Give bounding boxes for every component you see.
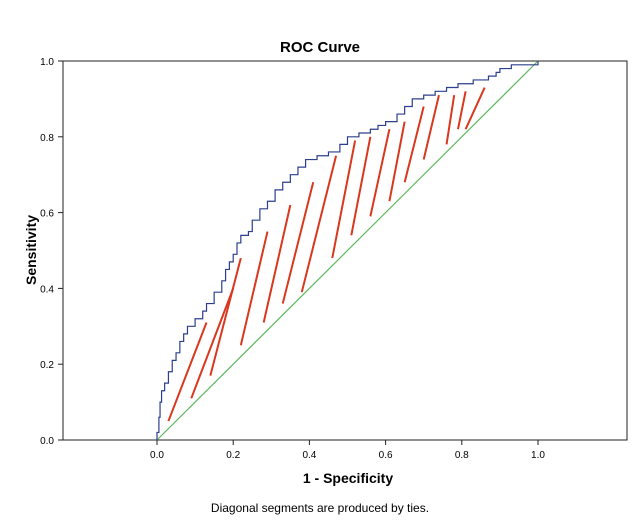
- tie-segment-16: [464, 87, 486, 130]
- tie-segment-1: [167, 322, 208, 422]
- y-tick-label: 1.0: [40, 57, 54, 68]
- x-tick-label: 0.0: [150, 450, 164, 461]
- chart-footnote: Diagonal segments are produced by ties.: [211, 501, 429, 515]
- tie-segment-14: [445, 94, 456, 145]
- x-tick-label: 1.0: [531, 450, 545, 461]
- tie-segment-7: [300, 155, 338, 293]
- chart-title: ROC Curve: [280, 39, 360, 56]
- y-axis-label: Sensitivity: [23, 215, 39, 285]
- tie-segment-15: [457, 91, 467, 130]
- tie-segment-4: [239, 231, 269, 346]
- tie-segment-2: [190, 288, 235, 399]
- y-tick-label: 0.6: [40, 209, 54, 220]
- tie-segment-8: [331, 140, 357, 259]
- plot-area: [62, 60, 628, 441]
- tie-segment-5: [262, 204, 292, 323]
- tie-segment-6: [281, 182, 315, 304]
- y-tick-label: 0.2: [40, 360, 54, 371]
- y-tick-label: 0.8: [40, 133, 54, 144]
- x-axis-ticks: 0.0 0.2 0.4 0.6 0.8 1.0: [150, 440, 545, 461]
- x-axis-label: 1 - Specificity: [303, 470, 393, 486]
- x-tick-label: 0.6: [379, 450, 393, 461]
- x-tick-label: 0.2: [226, 450, 240, 461]
- tie-segment-3: [209, 257, 242, 376]
- tie-segment-9: [350, 136, 372, 236]
- y-tick-label: 0.4: [40, 284, 54, 295]
- tie-segment-11: [388, 121, 406, 202]
- y-tick-label: 0.0: [40, 436, 54, 447]
- x-tick-label: 0.4: [302, 450, 316, 461]
- y-axis-ticks: 0.0 0.2 0.4 0.6 0.8 1.0: [40, 57, 63, 447]
- tie-segment-13: [422, 94, 440, 160]
- plot-frame: [62, 60, 628, 441]
- roc-curve-line: [156, 61, 539, 440]
- reference-line: [156, 60, 539, 441]
- x-tick-label: 0.8: [455, 450, 469, 461]
- tie-segment-10: [369, 129, 391, 217]
- tie-segment-12: [403, 106, 425, 183]
